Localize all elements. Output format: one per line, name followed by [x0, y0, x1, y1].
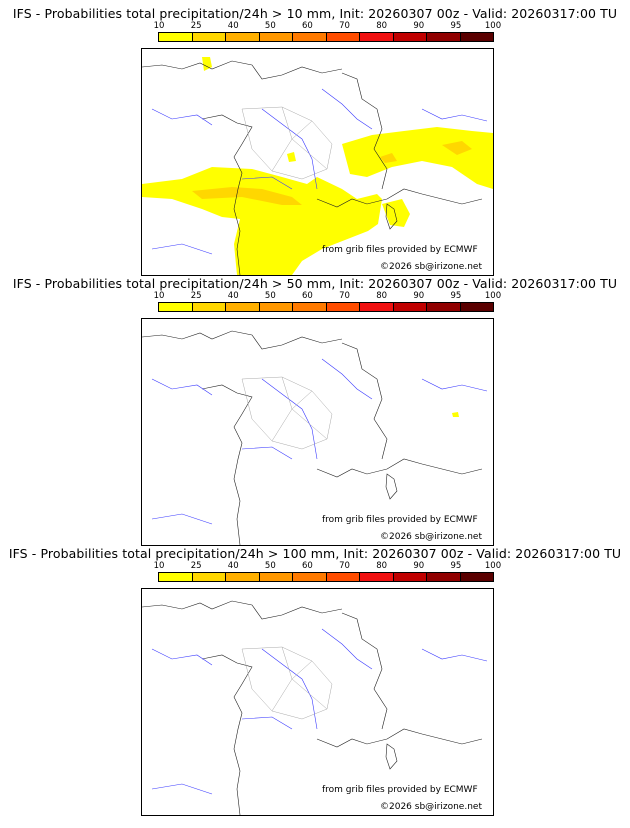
colorbar-tick-labels: 10 25 40 50 60 70 80 90 95 100	[0, 561, 630, 572]
panel-title: IFS - Probabilities total precipitation/…	[8, 546, 622, 561]
coastlines-borders	[142, 60, 483, 275]
colorbar-segment	[427, 573, 461, 581]
probability-area-50mm	[452, 412, 459, 417]
probability-map: from grib files provided by ECMWF ©2026 …	[141, 48, 494, 276]
colorbar-tick-label: 95	[450, 21, 462, 31]
colorbar-segment	[259, 33, 293, 41]
colorbar-tick-label: 80	[376, 21, 388, 31]
colorbar-tick-label: 10	[153, 291, 165, 301]
colorbar-segment	[460, 573, 493, 581]
colorbar-segment	[326, 33, 360, 41]
source-credit: from grib files provided by ECMWF	[322, 245, 478, 255]
coastlines-borders	[142, 330, 483, 545]
colorbar-tick-label: 70	[339, 21, 350, 31]
colorbar	[158, 572, 494, 582]
panel-100mm: IFS - Probabilities total precipitation/…	[0, 546, 630, 816]
colorbar-segment	[159, 573, 193, 581]
colorbar-segment	[393, 33, 427, 41]
colorbar-tick-label: 100	[484, 561, 502, 571]
colorbar-tick-label: 25	[190, 561, 202, 571]
probability-area-25pct	[192, 141, 472, 205]
colorbar-segment	[192, 573, 226, 581]
probability-map: from grib files provided by ECMWF ©2026 …	[141, 588, 494, 816]
region-borders	[241, 106, 333, 180]
colorbar-segment	[192, 303, 226, 311]
panel-10mm: IFS - Probabilities total precipitation/…	[0, 6, 630, 276]
colorbar-tick-label: 10	[153, 21, 165, 31]
colorbar-tick-label: 60	[302, 561, 313, 571]
colorbar-segment	[293, 573, 327, 581]
colorbar-tick-labels: 10 25 40 50 60 70 80 90 95 100	[0, 21, 630, 32]
rivers	[151, 358, 488, 525]
colorbar-segment	[326, 573, 360, 581]
colorbar	[158, 32, 494, 42]
colorbar-segment	[460, 33, 493, 41]
colorbar-tick-label: 80	[376, 561, 388, 571]
colorbar-tick-labels: 10 25 40 50 60 70 80 90 95 100	[0, 291, 630, 302]
colorbar-tick-label: 60	[302, 21, 313, 31]
map-canvas	[142, 57, 493, 275]
colorbar-tick-label: 70	[339, 291, 350, 301]
colorbar-segment	[427, 303, 461, 311]
colorbar-tick-label: 10	[153, 561, 165, 571]
source-credit: from grib files provided by ECMWF	[322, 785, 478, 795]
map-canvas	[142, 330, 488, 545]
colorbar-segment	[393, 573, 427, 581]
colorbar-tick-label: 50	[264, 561, 276, 571]
colorbar-tick-label: 25	[190, 291, 202, 301]
colorbar-tick-label: 60	[302, 291, 313, 301]
colorbar-tick-label: 50	[264, 21, 276, 31]
colorbar-segment	[393, 303, 427, 311]
colorbar-tick-label: 70	[339, 561, 350, 571]
rivers	[151, 88, 488, 255]
colorbar-segment	[159, 33, 193, 41]
colorbar-segment	[360, 573, 394, 581]
colorbar-tick-label: 100	[484, 21, 502, 31]
colorbar	[158, 302, 494, 312]
colorbar-tick-label: 25	[190, 21, 202, 31]
region-borders	[241, 646, 333, 720]
panel-title: IFS - Probabilities total precipitation/…	[12, 6, 618, 21]
colorbar-segment	[159, 303, 193, 311]
colorbar-tick-label: 40	[227, 561, 239, 571]
rivers	[151, 628, 488, 795]
colorbar-segment	[226, 33, 260, 41]
panel-50mm: IFS - Probabilities total precipitation/…	[0, 276, 630, 546]
colorbar-segment	[360, 33, 394, 41]
colorbar-segment	[293, 303, 327, 311]
colorbar-tick-label: 40	[227, 21, 239, 31]
colorbar-segment	[427, 33, 461, 41]
colorbar-tick-label: 95	[450, 561, 462, 571]
colorbar-tick-label: 95	[450, 291, 462, 301]
colorbar-tick-label: 40	[227, 291, 239, 301]
colorbar-segment	[226, 303, 260, 311]
copyright-credit: ©2026 sb@irizone.net	[380, 532, 482, 542]
colorbar-segment	[293, 33, 327, 41]
copyright-credit: ©2026 sb@irizone.net	[380, 802, 482, 812]
colorbar-tick-label: 90	[413, 21, 425, 31]
colorbar-segment	[360, 303, 394, 311]
map-canvas	[142, 600, 488, 815]
probability-area-10mm	[142, 57, 493, 275]
colorbar-tick-label: 90	[413, 561, 425, 571]
colorbar-tick-label: 50	[264, 291, 276, 301]
coastlines-borders	[142, 600, 483, 815]
source-credit: from grib files provided by ECMWF	[322, 515, 478, 525]
colorbar-segment	[259, 573, 293, 581]
colorbar-segment	[326, 303, 360, 311]
colorbar-segment	[460, 303, 493, 311]
colorbar-tick-label: 90	[413, 291, 425, 301]
copyright-credit: ©2026 sb@irizone.net	[380, 262, 482, 272]
colorbar-tick-label: 80	[376, 291, 388, 301]
colorbar-tick-label: 100	[484, 291, 502, 301]
probability-map: from grib files provided by ECMWF ©2026 …	[141, 318, 494, 546]
panel-title: IFS - Probabilities total precipitation/…	[12, 276, 618, 291]
colorbar-segment	[259, 303, 293, 311]
region-borders	[241, 376, 333, 450]
colorbar-segment	[192, 33, 226, 41]
colorbar-segment	[226, 573, 260, 581]
